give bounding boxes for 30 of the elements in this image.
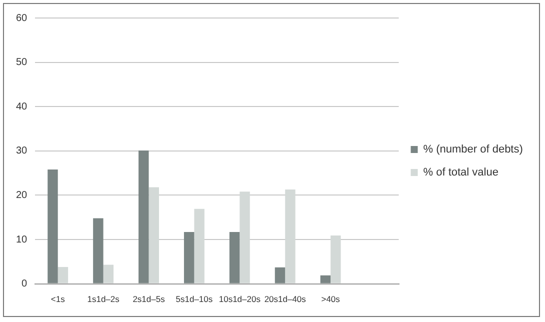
x-tick-label: <1s <box>50 294 65 304</box>
x-tick-label: >40s <box>321 294 340 304</box>
bar <box>285 189 296 284</box>
y-tick-label: 60 <box>16 12 28 24</box>
y-tick-label: 10 <box>16 234 28 246</box>
y-tick-label: 40 <box>16 101 28 112</box>
x-tick-label: 10s1d–20s <box>218 294 260 304</box>
bar <box>320 275 331 284</box>
x-tick-label: 2s1d–5s <box>132 294 165 304</box>
bar <box>184 232 194 284</box>
x-tick-label: 5s1d–10s <box>176 294 213 304</box>
y-tick-label: 30 <box>16 146 28 157</box>
legend-label: % (number of debts) <box>423 144 523 156</box>
y-tick-label: 50 <box>16 57 28 68</box>
bar <box>103 264 114 284</box>
x-tick-label: 20s1d–40s <box>264 294 306 304</box>
y-tick-label: 20 <box>16 190 28 201</box>
bar <box>240 192 250 284</box>
bar <box>194 208 204 284</box>
bar <box>148 187 159 284</box>
bar <box>274 267 286 284</box>
x-tick-label: 1s1d–2s <box>87 294 120 304</box>
bar <box>58 266 68 284</box>
y-tick-label: 0 <box>22 278 28 290</box>
bar <box>229 232 240 284</box>
bar <box>330 236 341 284</box>
legend-label: % of total value <box>423 166 498 179</box>
bar <box>93 218 104 284</box>
bar <box>48 170 58 284</box>
bar <box>138 150 149 284</box>
